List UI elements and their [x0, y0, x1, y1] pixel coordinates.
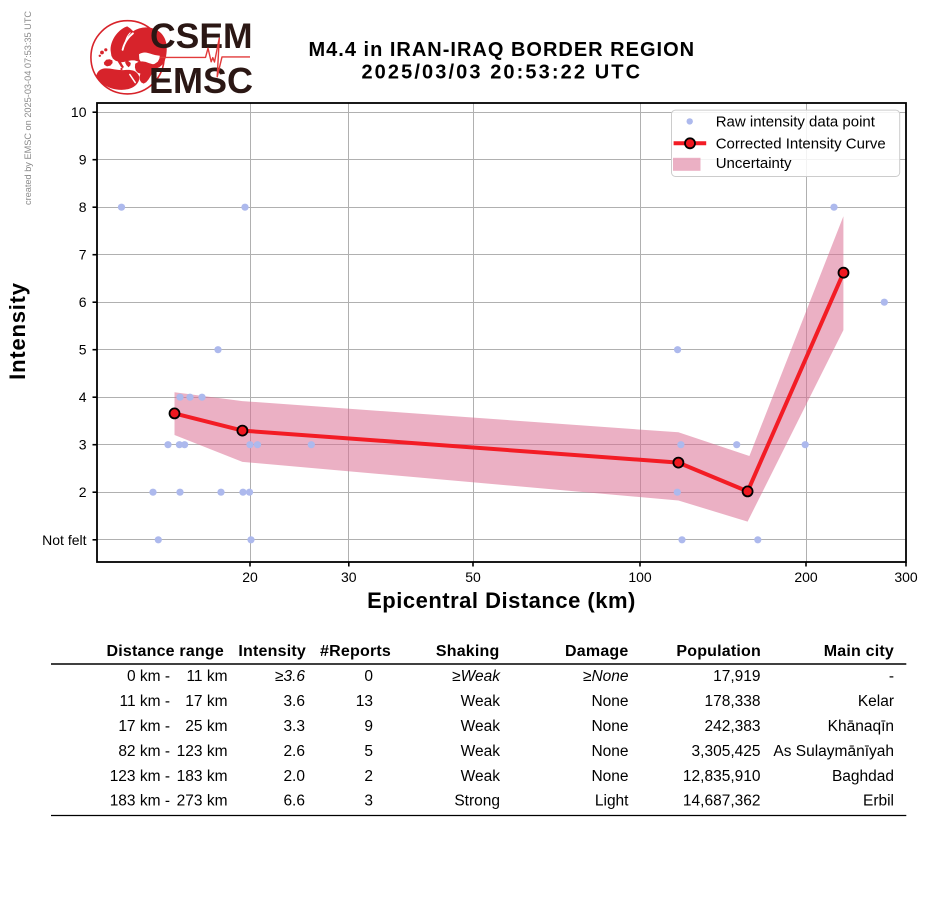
svg-text:11 km: 11 km: [186, 668, 227, 685]
svg-text:≥3.6: ≥3.6: [275, 668, 305, 685]
svg-text:9: 9: [364, 718, 373, 735]
svg-text:2: 2: [364, 768, 373, 785]
svg-text:Weak: Weak: [461, 768, 501, 785]
svg-text:14,687,362: 14,687,362: [683, 793, 761, 810]
svg-text:Intensity: Intensity: [5, 282, 30, 380]
svg-text:Weak: Weak: [461, 718, 501, 735]
svg-text:Light: Light: [595, 793, 629, 810]
svg-text:3: 3: [79, 437, 87, 453]
svg-text:200: 200: [794, 569, 818, 585]
svg-text:30: 30: [341, 569, 357, 585]
svg-text:created by EMSC on 2025-03-04: created by EMSC on 2025-03-04 07:53:35 U…: [23, 11, 33, 205]
svg-text:123 km: 123 km: [177, 743, 228, 760]
svg-text:5: 5: [79, 342, 87, 358]
svg-text:5: 5: [364, 743, 373, 760]
svg-text:3.3: 3.3: [283, 718, 305, 735]
svg-text:Weak: Weak: [461, 743, 501, 760]
svg-text:123 km -: 123 km -: [110, 768, 170, 785]
svg-text:Not felt: Not felt: [42, 532, 86, 548]
svg-text:13: 13: [356, 693, 373, 710]
svg-text:Main city: Main city: [824, 643, 894, 660]
svg-text:82 km -: 82 km -: [118, 743, 170, 760]
svg-text:17 km -: 17 km -: [118, 718, 170, 735]
svg-text:Intensity: Intensity: [238, 643, 306, 660]
svg-text:Khānaqīn: Khānaqīn: [828, 718, 894, 735]
svg-text:None: None: [591, 718, 628, 735]
svg-text:Raw intensity data point: Raw intensity data point: [716, 114, 876, 131]
svg-text:183 km -: 183 km -: [110, 793, 170, 810]
svg-text:242,383: 242,383: [704, 718, 760, 735]
svg-text:As Sulaymānīyah: As Sulaymānīyah: [773, 743, 894, 760]
svg-text:CSEM: CSEM: [150, 16, 253, 56]
svg-text:2.6: 2.6: [283, 743, 305, 760]
svg-text:20: 20: [242, 569, 258, 585]
svg-text:None: None: [591, 768, 628, 785]
svg-text:17,919: 17,919: [713, 668, 760, 685]
svg-text:25 km: 25 km: [185, 718, 227, 735]
svg-text:4: 4: [79, 389, 87, 405]
svg-text:9: 9: [79, 152, 87, 168]
svg-text:0 km -: 0 km -: [127, 668, 170, 685]
svg-text:8: 8: [79, 199, 87, 215]
svg-text:7: 7: [79, 247, 87, 263]
svg-text:17 km: 17 km: [185, 693, 227, 710]
svg-text:0: 0: [364, 668, 373, 685]
svg-text:6.6: 6.6: [283, 793, 305, 810]
svg-text:#Reports: #Reports: [320, 643, 391, 660]
svg-text:2: 2: [79, 484, 87, 500]
svg-text:Epicentral Distance (km): Epicentral Distance (km): [367, 588, 636, 613]
svg-text:Strong: Strong: [454, 793, 500, 810]
svg-text:2025/03/03 20:53:22 UTC: 2025/03/03 20:53:22 UTC: [361, 62, 642, 84]
svg-text:11 km -: 11 km -: [119, 693, 170, 710]
svg-text:300: 300: [894, 569, 918, 585]
svg-text:3,305,425: 3,305,425: [692, 743, 761, 760]
svg-text:178,338: 178,338: [704, 693, 760, 710]
svg-text:≥None: ≥None: [583, 668, 629, 685]
svg-text:100: 100: [628, 569, 652, 585]
svg-text:3.6: 3.6: [283, 693, 305, 710]
svg-text:None: None: [591, 743, 628, 760]
svg-text:Kelar: Kelar: [858, 693, 894, 710]
svg-text:EMSC: EMSC: [149, 60, 253, 101]
svg-text:Baghdad: Baghdad: [832, 768, 894, 785]
svg-text:6: 6: [79, 294, 87, 310]
svg-text:10: 10: [71, 104, 87, 120]
svg-text:Uncertainty: Uncertainty: [716, 155, 792, 172]
svg-text:Damage: Damage: [565, 643, 628, 660]
svg-text:-: -: [889, 668, 894, 685]
svg-text:Corrected Intensity Curve: Corrected Intensity Curve: [716, 136, 886, 153]
svg-text:Erbil: Erbil: [863, 793, 894, 810]
svg-text:2.0: 2.0: [283, 768, 305, 785]
svg-text:Weak: Weak: [461, 693, 501, 710]
svg-text:None: None: [591, 693, 628, 710]
svg-text:Distance range: Distance range: [106, 643, 224, 660]
svg-text:Shaking: Shaking: [436, 643, 500, 660]
svg-text:12,835,910: 12,835,910: [683, 768, 761, 785]
svg-text:M4.4 in IRAN-IRAQ BORDER REGIO: M4.4 in IRAN-IRAQ BORDER REGION: [309, 39, 696, 61]
svg-text:Population: Population: [676, 643, 761, 660]
svg-text:183 km: 183 km: [177, 768, 228, 785]
svg-text:273 km: 273 km: [177, 793, 228, 810]
svg-text:50: 50: [465, 569, 481, 585]
svg-text:3: 3: [364, 793, 373, 810]
svg-text:≥Weak: ≥Weak: [452, 668, 501, 685]
